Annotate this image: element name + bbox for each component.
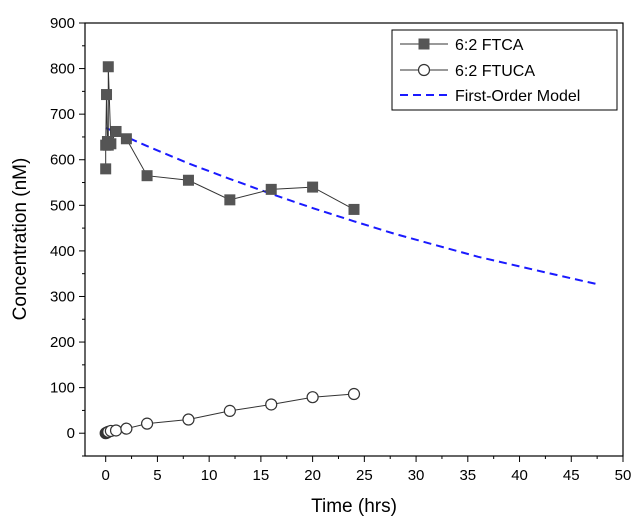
legend: 6:2 FTCA 6:2 FTUCA First-Order Model — [391, 29, 618, 111]
legend-marker-ftca — [418, 38, 430, 50]
x-tick-label: 25 — [356, 467, 373, 484]
ftca-point — [224, 194, 236, 206]
ftuca-point — [347, 387, 361, 401]
x-tick-label: 5 — [153, 467, 161, 484]
y-tick-label: 600 — [50, 152, 75, 169]
legend-item-model: First-Order Model — [400, 88, 580, 105]
legend-item-ftuca: 6:2 FTUCA — [400, 63, 535, 80]
y-tick-label: 200 — [50, 334, 75, 351]
y-tick-label: 800 — [50, 61, 75, 78]
x-tick-label: 40 — [511, 467, 528, 484]
ftca-point — [182, 174, 194, 186]
x-tick-label: 35 — [459, 467, 476, 484]
y-tick-label: 500 — [50, 197, 75, 214]
ftca-point — [102, 61, 114, 73]
x-axis-title: Time (hrs) — [311, 496, 397, 517]
legend-label-model: First-Order Model — [455, 88, 580, 105]
y-tick-label: 100 — [50, 380, 75, 397]
x-tick-label: 15 — [253, 467, 270, 484]
legend-label-ftca: 6:2 FTCA — [455, 37, 524, 54]
y-tick-label: 0 — [67, 425, 75, 442]
ftuca-point — [182, 413, 195, 426]
ftuca-point — [306, 391, 319, 404]
ftca-point — [110, 125, 122, 137]
ftca-point — [100, 163, 112, 175]
x-tick-label: 20 — [304, 467, 321, 484]
ftuca-point — [223, 404, 236, 417]
ftca-point — [307, 181, 319, 193]
ftca-point — [105, 138, 117, 150]
ftuca-point — [109, 424, 123, 437]
ftca-point — [120, 133, 132, 145]
x-tick-label: 30 — [408, 467, 425, 484]
axis-ticks — [79, 22, 624, 462]
x-tick-label: 10 — [201, 467, 218, 484]
x-tick-label: 50 — [615, 467, 632, 484]
ftca-point — [141, 170, 153, 182]
ftuca-point — [140, 417, 154, 430]
y-tick-label: 300 — [50, 288, 75, 305]
ftuca-point — [120, 422, 133, 435]
ftca-point — [265, 183, 277, 195]
legend-item-ftca: 6:2 FTCA — [400, 37, 524, 54]
x-tick-labels: 0 5 10 15 20 25 30 35 40 45 50 — [102, 467, 632, 484]
ftca-point — [101, 89, 113, 101]
legend-marker-ftuca — [417, 63, 431, 77]
x-tick-label: 45 — [563, 467, 580, 484]
model-line — [105, 126, 598, 286]
y-tick-labels: 0 100 200 300 400 500 600 700 800 900 — [50, 15, 75, 442]
legend-label-ftuca: 6:2 FTUCA — [455, 63, 535, 80]
series-layer — [99, 61, 598, 440]
y-tick-label: 700 — [50, 106, 75, 123]
y-axis-title: Concentration (nM) — [10, 158, 31, 321]
x-tick-label: 0 — [102, 467, 110, 484]
y-tick-label: 900 — [50, 15, 75, 32]
plot-frame — [84, 22, 624, 457]
y-tick-label: 400 — [50, 243, 75, 260]
ftca-point — [348, 203, 360, 215]
ftuca-point — [265, 398, 278, 411]
